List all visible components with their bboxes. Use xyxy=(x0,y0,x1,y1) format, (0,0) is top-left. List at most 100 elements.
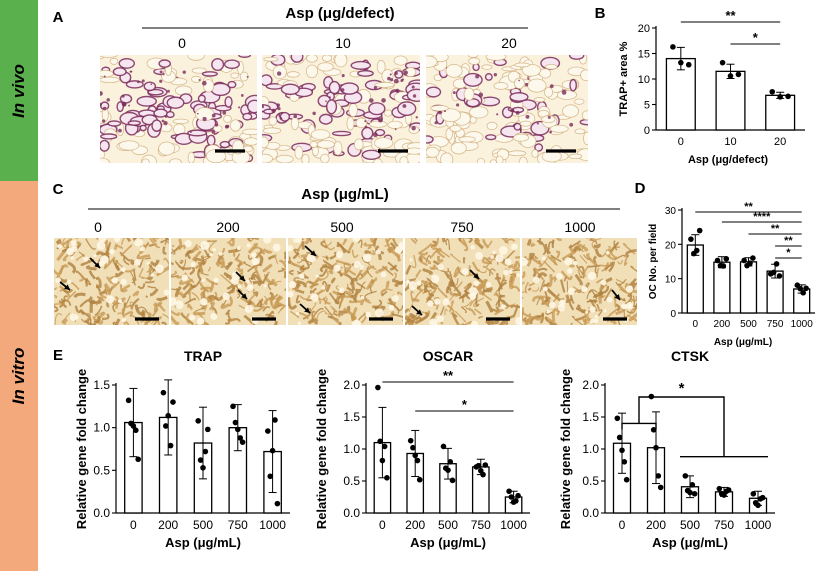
data-point xyxy=(482,462,489,468)
data-point xyxy=(755,502,761,509)
x-tick-label: 750 xyxy=(767,319,784,330)
data-point xyxy=(682,473,689,479)
panel-a-header: Asp (μg/defect) xyxy=(285,5,394,22)
data-point xyxy=(797,285,804,292)
data-point xyxy=(232,419,239,426)
data-point xyxy=(691,491,698,497)
data-point xyxy=(623,476,630,483)
data-point xyxy=(412,452,419,459)
data-point xyxy=(272,417,278,423)
significance-label: **** xyxy=(753,211,771,223)
panel-d-letter: D xyxy=(635,180,646,197)
x-axis-label: Asp (μg/mL) xyxy=(714,337,772,348)
y-axis-label: Relative gene fold change xyxy=(558,369,573,529)
data-point xyxy=(440,443,447,450)
x-tick-label: 750 xyxy=(228,518,248,532)
x-tick-label: 750 xyxy=(714,518,734,532)
panel-a-letter: A xyxy=(53,9,64,26)
data-point xyxy=(777,94,783,100)
chart-title: CTSK xyxy=(671,348,709,364)
chart-ctsk: 0.0 0.5 1.0 1.5 2.0 0 200 500 750 1000 Asp (μg/mL)… xyxy=(558,348,775,550)
panel-c-micrograph xyxy=(522,238,637,325)
y-tick-label: 5 xyxy=(644,100,650,112)
data-point xyxy=(619,447,625,454)
significance-label: ** xyxy=(725,8,736,23)
panel-c-dose-label: 500 xyxy=(330,219,354,235)
panel-c-letter: C xyxy=(53,181,64,198)
data-point xyxy=(735,71,742,78)
y-tick-label: 2.0 xyxy=(582,378,599,392)
x-tick-label: 500 xyxy=(680,518,700,532)
chart-title: OSCAR xyxy=(423,348,474,364)
data-point xyxy=(160,389,167,396)
data-point xyxy=(747,260,753,267)
data-point xyxy=(719,59,726,66)
data-point xyxy=(377,438,383,445)
data-point xyxy=(678,59,684,66)
x-axis-label: Asp (μg/mL) xyxy=(652,535,728,550)
data-point xyxy=(727,73,734,79)
y-tick-label: 0.5 xyxy=(343,474,360,488)
data-point xyxy=(759,494,766,501)
data-point xyxy=(657,484,664,491)
y-tick-label: 0.5 xyxy=(93,463,110,477)
panel-a-micrograph xyxy=(100,55,257,163)
data-point xyxy=(170,399,176,405)
data-point xyxy=(693,247,700,254)
data-point xyxy=(515,492,521,499)
data-point xyxy=(135,456,141,463)
y-axis-label: Relative gene fold change xyxy=(314,369,329,529)
data-point xyxy=(687,489,693,496)
x-tick-label: 0 xyxy=(619,518,626,532)
x-tick-label: 200 xyxy=(158,518,178,532)
y-tick-label: 1.0 xyxy=(343,442,360,456)
significance-bracket: * xyxy=(415,397,514,412)
data-point xyxy=(803,285,809,292)
y-tick-label: 20 xyxy=(665,240,677,251)
panel-c-micrograph xyxy=(288,238,403,325)
panel-c-micrograph xyxy=(405,238,520,325)
data-point xyxy=(449,477,456,484)
data-point xyxy=(776,273,783,279)
panel-e-letter: E xyxy=(53,347,63,364)
significance-label: ** xyxy=(771,223,780,235)
data-point xyxy=(616,434,623,441)
panel-c-micrograph xyxy=(54,238,169,325)
x-tick-label: 20 xyxy=(774,136,786,148)
panel-c-dose-label: 200 xyxy=(216,219,240,235)
data-point xyxy=(130,423,137,429)
data-point xyxy=(239,439,246,445)
y-tick-label: 15 xyxy=(638,49,650,61)
y-tick-label: 1.5 xyxy=(582,410,599,424)
significance-label: ** xyxy=(744,201,753,213)
data-point xyxy=(513,498,519,504)
significance-bracket: * xyxy=(621,380,768,458)
data-point xyxy=(375,384,381,391)
y-axis-label: TRAP+ area % xyxy=(618,41,630,116)
significance-bracket: * xyxy=(775,247,802,259)
data-point xyxy=(720,263,727,269)
data-point xyxy=(723,255,730,262)
data-point xyxy=(750,491,757,497)
osteoclast-arrow-icon xyxy=(235,271,246,282)
data-point xyxy=(770,269,777,276)
significance-label: * xyxy=(786,247,791,259)
significance-bracket: ** xyxy=(382,368,514,383)
data-point xyxy=(445,467,451,473)
data-point xyxy=(750,255,756,261)
data-point xyxy=(670,44,676,50)
x-tick-label: 500 xyxy=(438,518,458,532)
x-tick-label: 10 xyxy=(724,136,736,148)
significance-bracket: ** xyxy=(775,235,802,247)
significance-label: * xyxy=(462,397,468,412)
bar-10 xyxy=(715,70,746,131)
y-tick-label: 0 xyxy=(644,125,650,137)
panel-a-dose-label: 10 xyxy=(335,35,351,51)
data-point xyxy=(650,427,657,433)
panel-a-dose-label: 0 xyxy=(178,35,186,51)
data-point xyxy=(716,485,723,492)
y-tick-label: 0.0 xyxy=(343,506,360,520)
x-tick-label: 1000 xyxy=(500,518,527,532)
y-tick-label: 1.0 xyxy=(93,421,110,435)
y-tick-label: 20 xyxy=(638,23,650,35)
